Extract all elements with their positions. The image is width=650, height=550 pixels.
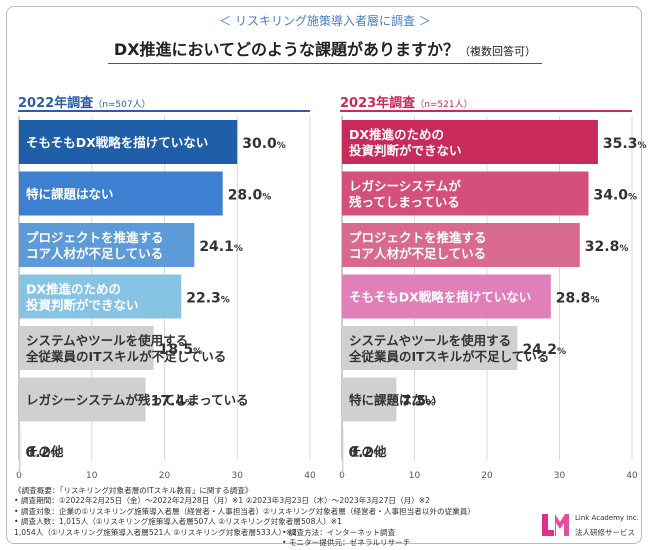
footer-line-5: 1,054人（①リスキリング施策導入者層521人 ②リスキリング対象者層533人…	[14, 528, 534, 538]
bar-2022-6	[19, 429, 21, 473]
category-label-2023-3-0: そもそもDX戦略を描けていない	[349, 290, 531, 305]
value-label-2022-3: 22.3%	[186, 291, 230, 307]
category-label-2023-5-0: 特に課題はない	[349, 393, 437, 408]
footer-line-5-right: • 調査方法：インターネット調査	[282, 527, 396, 537]
category-label-2023-0-0: DX推進のための	[349, 127, 444, 142]
x-tick-label-2023-3: 30	[554, 471, 566, 481]
x-tick-label-2022-4: 40	[304, 471, 316, 481]
bar-2023-1	[342, 171, 589, 216]
bar-2022-0	[19, 120, 238, 164]
panel-rule-2023	[340, 110, 632, 112]
chart-title: DX推進においてどのような課題がありますか？（複数回答可）	[0, 36, 650, 60]
x-tick-label-2022-0: 0	[16, 471, 22, 481]
footer-line-6-right: • モニター提供元：ゼネラルリサーチ	[282, 538, 411, 548]
panel-heading-2023-n: （n=521人）	[415, 100, 473, 110]
chart-title-note: （複数回答可）	[459, 45, 537, 58]
category-label-2023-1-0: レガシーシステムが	[349, 179, 461, 194]
panel-heading-2022: 2022年調査（n=507人）	[18, 92, 151, 111]
footer-line-6: • モニター提供元：ゼネラルリサーチ	[14, 538, 534, 548]
bar-2022-5	[19, 377, 146, 422]
logo-service-label: 法人研修サービス	[575, 528, 635, 537]
x-tick-label-2023-1: 10	[409, 471, 421, 481]
category-label-2023-0-1: 投資判断ができない	[349, 143, 462, 158]
company-logo: Link Academy Inc. 法人研修サービス	[540, 510, 640, 540]
title-divider	[108, 63, 542, 64]
x-tick-label-2023-2: 20	[481, 471, 493, 481]
category-label-2022-1-0: 特に課題はない	[26, 187, 114, 202]
bar-2022-1	[19, 171, 223, 216]
category-label-2022-4-1: 全従業員のITスキルが不足している	[25, 349, 226, 364]
category-label-2023-6-0: その他	[349, 444, 387, 459]
survey-footer: 《調査概要：「リスキリング対象者層のITスキル教育」に関する調査》 • 調査期間…	[14, 486, 534, 548]
footer-line-4: • 調査人数：1,015人（①リスキリング施策導入者層507人 ②リスキリング対…	[14, 517, 342, 527]
bar-2022-4	[19, 326, 154, 370]
x-tick-label-2022-3: 30	[232, 471, 244, 481]
value-label-2023-2: 32.8%	[585, 239, 629, 255]
bar-2023-4	[342, 326, 518, 370]
bar-2023-3	[342, 274, 551, 319]
logo-company-name: Link Academy Inc.	[575, 514, 639, 522]
value-label-2022-0: 30.0%	[242, 136, 286, 152]
category-label-2022-6-0: その他	[26, 444, 64, 459]
category-label-2023-1-1: 残ってしまっている	[349, 195, 460, 210]
bar-2022-2	[19, 223, 195, 267]
value-label-2023-0: 35.3%	[603, 136, 647, 152]
category-label-2022-3-0: DX推進のための	[26, 282, 121, 297]
value-label-2022-5: 17.4%	[151, 394, 195, 410]
panel-rule-2022	[18, 110, 310, 112]
link-academy-logo-icon	[542, 514, 569, 536]
category-label-2023-4-1: 全従業員のITスキルが不足している	[348, 349, 549, 364]
x-tick-label-2022-2: 20	[159, 471, 171, 481]
bar-2023-6	[342, 429, 344, 473]
bar-2023-0	[342, 120, 598, 164]
panel-heading-2023-label: 2023年調査	[340, 96, 416, 111]
category-label-2022-4-0: システムやツールを使用する	[26, 333, 188, 348]
survey-subtitle: ＜ リスキリング施策導入者層に調査 ＞	[219, 14, 431, 28]
value-label-2023-4: 24.2%	[522, 342, 566, 358]
footer-line-3: • 調査対象：企業の①リスキリング施策導入者層（経営者・人事担当者）②リスキリン…	[14, 506, 475, 516]
footer-line-1: 《調査概要：「リスキリング対象者層のITスキル教育」に関する調査》	[14, 486, 253, 495]
category-label-2022-2-0: プロジェクトを推進する	[26, 230, 164, 245]
x-tick-label-2023-4: 40	[626, 471, 638, 481]
category-label-2023-4-0: システムやツールを使用する	[349, 333, 511, 348]
chart-title-text: DX推進においてどのような課題がありますか？	[113, 40, 460, 59]
panel-heading-2022-n: （n=507人）	[93, 100, 151, 110]
category-label-2023-2-1: コア人材が不足している	[349, 246, 486, 261]
x-tick-label-2023-0: 0	[339, 471, 345, 481]
value-label-2023-3: 28.8%	[556, 291, 600, 307]
panel-heading-2023: 2023年調査（n=521人）	[340, 92, 473, 111]
value-label-2022-1: 28.0%	[228, 188, 272, 204]
bar-2023-2	[342, 223, 580, 267]
x-tick-label-2022-1: 10	[86, 471, 98, 481]
category-label-2022-3-1: 投資判断ができない	[26, 298, 139, 313]
panel-heading-2022-label: 2022年調査	[18, 96, 94, 111]
footer-line-2: • 調査期間：①2022年2月25日（金）～2022年2月28日（月）※1 ②2…	[14, 496, 430, 506]
value-label-2022-2: 24.1%	[199, 239, 243, 255]
value-label-2023-1: 34.0%	[594, 188, 638, 204]
bar-2023-5	[342, 377, 397, 422]
value-label-2022-4: 18.5%	[159, 342, 203, 358]
footer-line-5-left: 1,054人（①リスキリング施策導入者層521人 ②リスキリング対象者層533人…	[14, 527, 297, 537]
bar-2022-3	[19, 274, 182, 319]
category-label-2022-2-1: コア人材が不足している	[26, 246, 163, 261]
category-label-2023-2-0: プロジェクトを推進する	[349, 230, 487, 245]
category-label-2022-5-0: レガシーシステムが残ってしまっている	[26, 393, 249, 408]
category-label-2022-0-0: そもそもDX戦略を描けていない	[26, 135, 208, 150]
